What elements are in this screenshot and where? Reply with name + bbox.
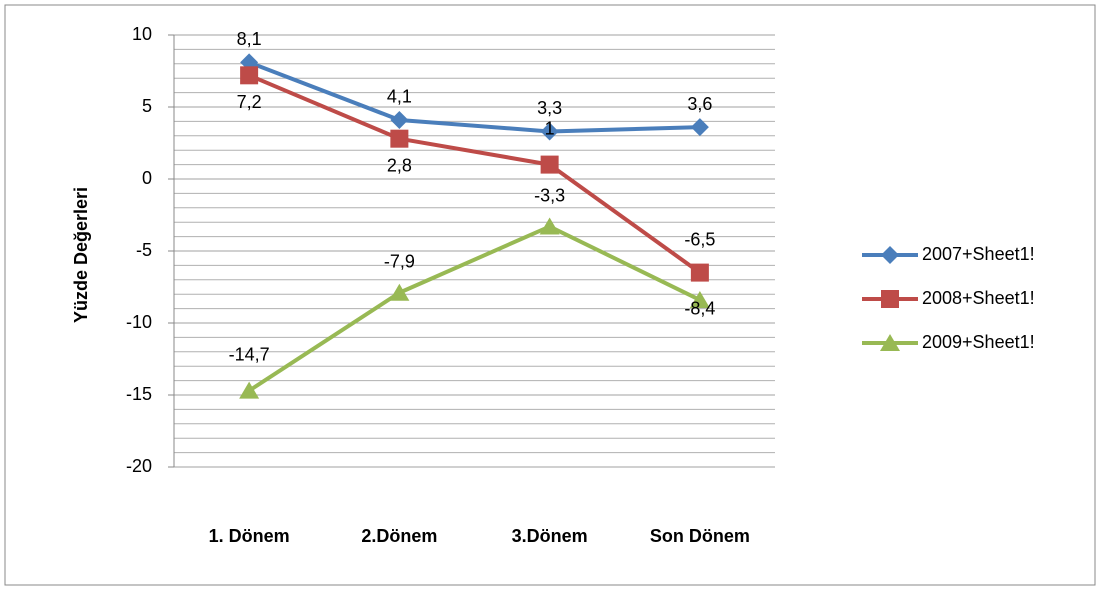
- legend-label: 2008+Sheet1!: [922, 288, 1035, 308]
- marker: [240, 66, 259, 85]
- data-label: 3,6: [687, 94, 712, 114]
- marker: [881, 290, 899, 308]
- marker: [881, 246, 899, 264]
- marker: [880, 334, 900, 351]
- series-line: [248, 60, 700, 134]
- chart-border: [4, 4, 1096, 586]
- x-tick-label: 3.Dönem: [512, 526, 588, 546]
- series-line: [248, 73, 702, 275]
- data-label: 4,1: [387, 87, 412, 107]
- marker: [539, 217, 560, 235]
- marker: [689, 290, 710, 308]
- y-tick-label: 0: [142, 168, 152, 188]
- data-label: -3,3: [534, 185, 565, 205]
- legend-label: 2007+Sheet1!: [922, 244, 1035, 264]
- data-label: 3,3: [537, 98, 562, 118]
- legend-label: 2009+Sheet1!: [922, 332, 1035, 352]
- x-tick-label: 2.Dönem: [361, 526, 437, 546]
- x-tick-label: Son Dönem: [650, 526, 750, 546]
- marker: [390, 129, 409, 148]
- marker: [540, 155, 559, 174]
- marker: [389, 283, 410, 301]
- data-label: 1: [545, 118, 555, 138]
- y-tick-label: -10: [126, 312, 152, 332]
- y-tick-label: -5: [136, 240, 152, 260]
- marker: [690, 118, 709, 137]
- legend-marker: [880, 334, 900, 351]
- data-label: 2,8: [387, 155, 412, 175]
- legend-marker: [881, 290, 899, 308]
- marker: [390, 110, 409, 129]
- data-label: 8,1: [237, 29, 262, 49]
- y-axis-title: Yüzde Değerleri: [71, 187, 91, 323]
- data-label: -6,5: [684, 229, 715, 249]
- x-tick-label: 1. Dönem: [209, 526, 290, 546]
- data-label: -8,4: [684, 299, 715, 319]
- legend-marker: [881, 246, 899, 264]
- series-line: [248, 224, 701, 393]
- marker: [540, 122, 559, 141]
- data-label: -7,9: [384, 252, 415, 272]
- data-label: 7,2: [237, 92, 262, 112]
- marker: [690, 263, 709, 282]
- y-tick-label: 10: [132, 24, 152, 44]
- y-tick-label: -20: [126, 456, 152, 476]
- data-label: -14,7: [229, 344, 270, 364]
- y-tick-label: 5: [142, 96, 152, 116]
- y-tick-label: -15: [126, 384, 152, 404]
- marker: [239, 381, 260, 399]
